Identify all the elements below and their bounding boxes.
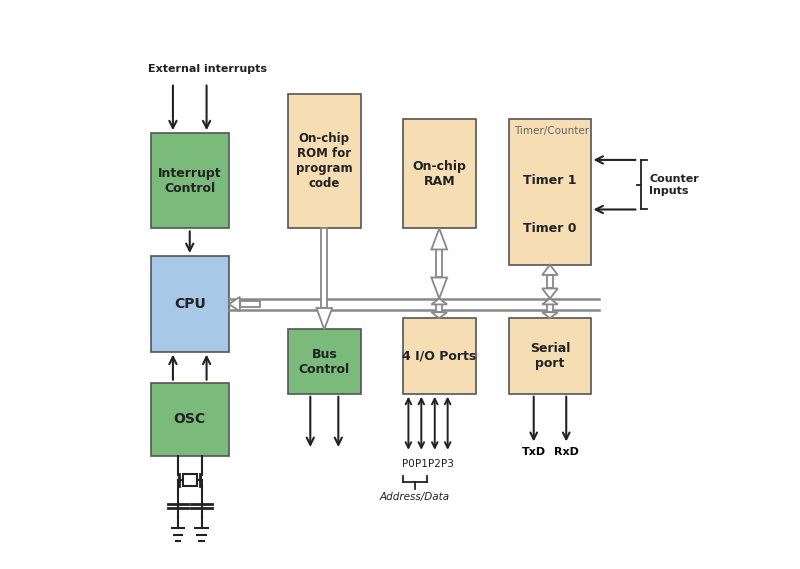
Text: P1: P1 — [415, 459, 428, 469]
FancyBboxPatch shape — [547, 275, 553, 288]
Text: OSC: OSC — [174, 412, 206, 426]
FancyBboxPatch shape — [150, 133, 229, 228]
Polygon shape — [229, 297, 240, 311]
Text: TxD: TxD — [522, 447, 546, 457]
FancyBboxPatch shape — [403, 318, 476, 394]
FancyBboxPatch shape — [436, 304, 442, 312]
Text: Serial
port: Serial port — [530, 342, 570, 370]
Text: RxD: RxD — [554, 447, 578, 457]
FancyBboxPatch shape — [240, 302, 260, 307]
Text: External interrupts: External interrupts — [148, 64, 266, 74]
Text: On-chip
ROM for
program
code: On-chip ROM for program code — [296, 132, 353, 190]
Text: Interrupt
Control: Interrupt Control — [158, 167, 222, 195]
Text: Timer 0: Timer 0 — [523, 222, 577, 235]
Polygon shape — [431, 228, 447, 249]
Polygon shape — [542, 265, 558, 275]
FancyBboxPatch shape — [547, 304, 553, 312]
FancyBboxPatch shape — [436, 249, 442, 278]
Text: Timer 1: Timer 1 — [523, 174, 577, 187]
FancyBboxPatch shape — [150, 257, 229, 352]
Text: P3: P3 — [442, 459, 454, 469]
Polygon shape — [542, 299, 558, 304]
Text: 4 I/O Ports: 4 I/O Ports — [402, 349, 476, 362]
Polygon shape — [542, 312, 558, 318]
FancyBboxPatch shape — [288, 94, 361, 228]
FancyBboxPatch shape — [150, 382, 229, 456]
Text: On-chip
RAM: On-chip RAM — [412, 160, 466, 188]
Polygon shape — [431, 299, 447, 304]
Polygon shape — [431, 312, 447, 318]
Polygon shape — [542, 288, 558, 299]
FancyBboxPatch shape — [510, 119, 590, 265]
FancyBboxPatch shape — [288, 329, 361, 394]
Text: CPU: CPU — [174, 297, 206, 311]
FancyBboxPatch shape — [182, 474, 197, 486]
FancyBboxPatch shape — [403, 119, 476, 228]
Text: Counter
Inputs: Counter Inputs — [650, 174, 699, 196]
Text: Bus
Control: Bus Control — [298, 348, 350, 376]
Text: P2: P2 — [428, 459, 441, 469]
Text: P0: P0 — [402, 459, 414, 469]
Text: Timer/Counter: Timer/Counter — [514, 126, 589, 136]
Polygon shape — [431, 278, 447, 299]
FancyBboxPatch shape — [322, 228, 327, 308]
FancyBboxPatch shape — [510, 318, 590, 394]
Polygon shape — [317, 308, 332, 329]
Text: Address/Data: Address/Data — [380, 492, 450, 502]
